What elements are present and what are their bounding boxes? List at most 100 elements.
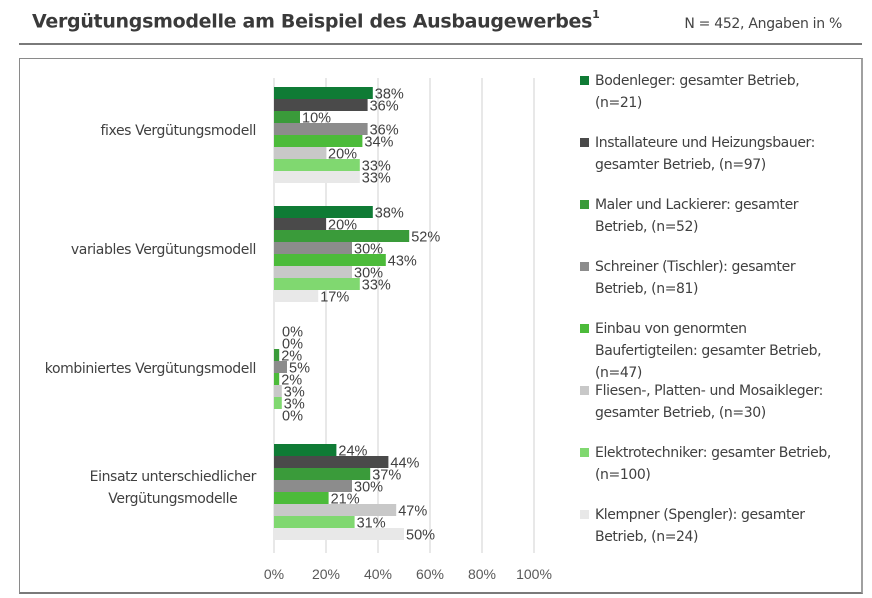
legend-label: Bodenleger: gesamter Betrieb, (n=21) — [595, 73, 800, 111]
legend-item: Installateure und Heizungsbauer: gesamter… — [580, 132, 860, 176]
category-label-line: fixes Vergütungsmodell — [100, 123, 256, 139]
bar — [274, 206, 373, 218]
data-label: 31% — [357, 516, 386, 532]
legend-item: Elektrotechniker: gesamter Betrieb, (n=10… — [580, 442, 860, 486]
data-label: 10% — [302, 111, 331, 127]
bar — [274, 254, 386, 266]
legend-swatch — [580, 76, 589, 85]
data-label: 36% — [370, 123, 399, 139]
bar — [274, 87, 373, 99]
data-label: 30% — [354, 480, 383, 496]
bar — [274, 385, 282, 397]
legend-label: Elektrotechniker: gesamter Betrieb, (n=10… — [595, 445, 831, 483]
category-label-line: kombiniertes Vergütungsmodell — [44, 361, 257, 377]
data-label: 44% — [390, 456, 419, 472]
data-label: 21% — [331, 492, 360, 508]
bar — [274, 99, 368, 111]
bar — [274, 111, 300, 123]
bar — [274, 456, 389, 468]
data-label: 33% — [362, 159, 391, 175]
x-tick-label: 20% — [312, 566, 340, 582]
data-label: 33% — [362, 278, 391, 294]
data-label: 0% — [282, 409, 303, 425]
data-label: 37% — [372, 468, 401, 484]
bar — [274, 159, 360, 171]
data-label: 36% — [370, 99, 399, 115]
data-label: 47% — [398, 504, 427, 520]
data-label: 38% — [375, 87, 404, 103]
title-rule — [19, 43, 862, 45]
x-tick-label: 40% — [364, 566, 392, 582]
legend-item: Maler und Lackierer: gesamter Betrieb, (n… — [580, 194, 860, 238]
bar — [274, 349, 280, 361]
x-tick-label: 80% — [468, 566, 496, 582]
data-label: 34% — [364, 135, 393, 151]
legend-item: Fliesen-, Platten- und Mosaikleger: gesam… — [580, 380, 860, 424]
bar — [274, 361, 287, 373]
data-label: 0% — [282, 325, 303, 341]
bar — [274, 147, 326, 159]
chart-frame — [19, 58, 863, 594]
bar — [274, 528, 404, 540]
bar — [274, 230, 410, 242]
data-label: 3% — [284, 397, 305, 413]
bar — [274, 516, 355, 528]
category-label: fixes Vergütungsmodell — [100, 120, 256, 142]
x-tick-label: 60% — [416, 566, 444, 582]
bar — [274, 278, 360, 290]
category-label: Einsatz unterschiedlicher Vergütungsmodel… — [89, 466, 257, 510]
data-label: 17% — [320, 290, 349, 306]
legend-swatch — [580, 448, 589, 457]
bar — [274, 290, 319, 302]
data-label: 20% — [328, 147, 357, 163]
legend-swatch — [580, 262, 589, 271]
bar — [274, 397, 282, 409]
bar — [274, 171, 360, 183]
legend-swatch — [580, 510, 589, 519]
category-label: variables Vergütungsmodell — [70, 239, 257, 261]
category-label-line: variables Vergütungsmodell — [70, 242, 257, 258]
category-label-line: Einsatz unterschiedlicher — [89, 469, 257, 485]
data-label: 38% — [375, 206, 404, 222]
data-label: 52% — [411, 230, 440, 246]
legend-item: Klempner (Spengler): gesamter Betrieb, (n… — [580, 504, 860, 548]
bar — [274, 444, 337, 456]
legend-swatch — [580, 386, 589, 395]
legend-label: Maler und Lackierer: gesamter Betrieb, (n… — [595, 197, 799, 235]
x-tick-label: 100% — [516, 566, 552, 582]
legend-item: Einbau von genormten Baufertigteilen: ges… — [580, 318, 860, 384]
bar — [274, 218, 326, 230]
data-label: 30% — [354, 242, 383, 258]
bar — [274, 123, 368, 135]
bar — [274, 373, 280, 385]
data-label: 33% — [362, 171, 391, 187]
data-label: 43% — [388, 254, 417, 270]
data-label: 5% — [289, 361, 310, 377]
bar — [274, 492, 329, 504]
legend-swatch — [580, 200, 589, 209]
legend-label: Installateure und Heizungsbauer: gesamter… — [595, 135, 815, 173]
legend-item: Schreiner (Tischler): gesamter Betrieb, (… — [580, 256, 860, 300]
chart-title-text: Vergütungsmodelle am Beispiel des Ausbau… — [32, 10, 593, 33]
legend-item: Bodenleger: gesamter Betrieb, (n=21) — [580, 70, 860, 114]
bar — [274, 504, 397, 516]
data-label: 30% — [354, 266, 383, 282]
legend-label: Schreiner (Tischler): gesamter Betrieb, (… — [595, 259, 796, 297]
data-label: 3% — [284, 385, 305, 401]
bar — [274, 135, 363, 147]
data-label: 50% — [406, 528, 435, 544]
category-label-line: Vergütungsmodelle — [108, 491, 238, 507]
legend-label: Fliesen-, Platten- und Mosaikleger: gesam… — [595, 383, 823, 421]
bar — [274, 468, 371, 480]
data-label: 20% — [328, 218, 357, 234]
legend-swatch — [580, 138, 589, 147]
category-label: kombiniertes Vergütungsmodell — [44, 358, 257, 380]
data-label: 0% — [282, 337, 303, 353]
data-label: 2% — [281, 373, 302, 389]
bar — [274, 480, 352, 492]
bar — [274, 266, 352, 278]
x-tick-label: 0% — [264, 566, 284, 582]
chart-title: Vergütungsmodelle am Beispiel des Ausbau… — [32, 8, 600, 33]
data-label: 2% — [281, 349, 302, 365]
